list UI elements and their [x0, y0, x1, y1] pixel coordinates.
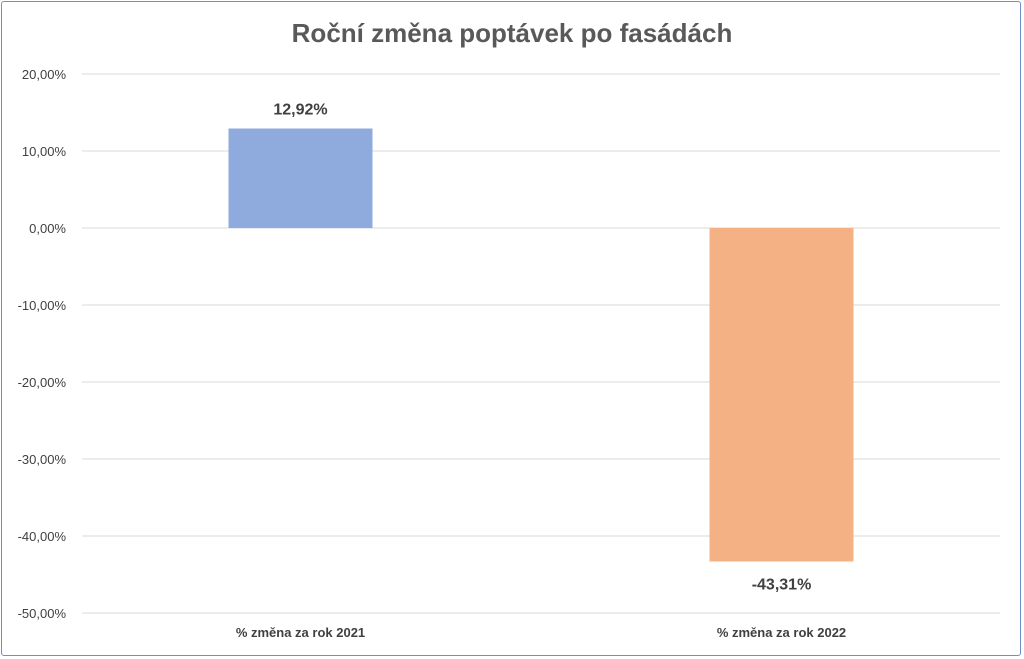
data-label: -43,31% [752, 576, 812, 593]
chart-title: Roční změna poptávek po fasádách [291, 18, 733, 48]
y-tick-label: 10,00% [22, 144, 67, 159]
y-tick-label: -10,00% [18, 298, 67, 313]
x-category-label: % změna za rok 2022 [717, 625, 846, 640]
y-tick-label: -50,00% [18, 606, 67, 621]
y-tick-label: -40,00% [18, 529, 67, 544]
data-label: 12,92% [273, 102, 327, 119]
bar [709, 228, 854, 562]
bar [228, 128, 373, 228]
x-category-label: % změna za rok 2021 [236, 625, 365, 640]
y-tick-label: -30,00% [18, 452, 67, 467]
y-tick-label: 0,00% [29, 221, 66, 236]
y-tick-label: 20,00% [22, 67, 67, 82]
y-tick-label: -20,00% [18, 375, 67, 390]
